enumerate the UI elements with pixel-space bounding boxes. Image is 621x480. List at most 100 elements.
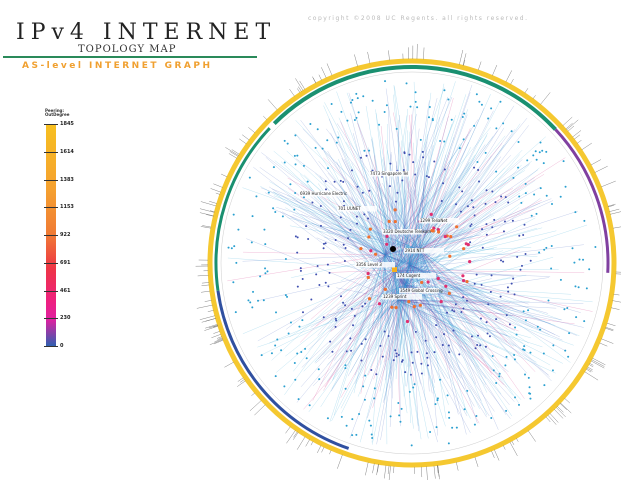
- as-node: [340, 110, 343, 113]
- country-label-mark: [254, 404, 266, 416]
- as-node: [468, 260, 472, 264]
- copyright: copyright ©2008 UC Regents. all rights r…: [308, 15, 529, 22]
- as-node: [293, 362, 296, 365]
- as-node: [443, 89, 446, 92]
- link: [409, 251, 472, 266]
- as-node: [259, 275, 262, 278]
- node-label-bg: [419, 218, 459, 224]
- node-label: 2914 NTT: [405, 248, 425, 253]
- link: [394, 108, 408, 271]
- as-node: [301, 311, 304, 314]
- as-node: [426, 356, 429, 359]
- as-node: [272, 207, 275, 210]
- as-node: [481, 246, 484, 249]
- as-node: [227, 246, 230, 249]
- as-node: [369, 249, 373, 253]
- as-node: [299, 269, 302, 272]
- as-node: [248, 176, 251, 179]
- as-node: [298, 325, 301, 328]
- as-node: [409, 373, 412, 376]
- country-label-mark: [267, 99, 278, 110]
- as-node: [365, 154, 368, 157]
- country-label-mark: [591, 359, 605, 367]
- as-node: [317, 368, 320, 371]
- country-label-mark: [478, 61, 482, 71]
- country-label-mark: [296, 436, 306, 450]
- as-node: [319, 224, 322, 227]
- legend-tick: [44, 151, 58, 153]
- as-node: [355, 116, 358, 119]
- country-label-mark: [204, 325, 219, 331]
- as-node: [310, 298, 313, 301]
- link: [397, 277, 550, 301]
- as-node: [276, 338, 279, 341]
- country-label-mark: [393, 466, 395, 474]
- as-node: [275, 311, 278, 314]
- country-label-mark: [615, 273, 621, 275]
- node-label-bg: [404, 248, 444, 254]
- as-node: [491, 354, 494, 357]
- country-label-mark: [509, 441, 518, 456]
- country-label-mark: [204, 300, 212, 302]
- link: [384, 196, 459, 256]
- as-node: [416, 350, 419, 353]
- as-node: [413, 383, 416, 386]
- country-label-mark: [317, 445, 322, 454]
- as-node: [559, 195, 562, 198]
- country-label-mark: [510, 78, 514, 85]
- as-node: [402, 168, 405, 171]
- as-node: [351, 99, 354, 102]
- as-node: [307, 238, 310, 241]
- as-node: [513, 293, 516, 296]
- link: [397, 299, 556, 374]
- link: [397, 129, 515, 301]
- country-label-mark: [295, 78, 304, 91]
- as-node: [443, 140, 446, 143]
- as-node: [264, 272, 267, 275]
- link: [317, 254, 386, 336]
- as-node: [434, 403, 437, 406]
- country-label-mark: [581, 142, 592, 150]
- as-node: [539, 141, 542, 144]
- as-node: [373, 397, 376, 400]
- as-node: [362, 95, 365, 98]
- link: [394, 269, 585, 273]
- country-label-mark: [601, 180, 616, 188]
- as-node: [410, 351, 413, 354]
- link: [394, 98, 438, 271]
- as-node: [366, 271, 370, 276]
- as-node: [390, 305, 394, 309]
- as-node: [334, 238, 337, 241]
- legend-title-line2: OutDegree: [45, 112, 70, 117]
- link: [394, 86, 421, 251]
- node-label-bg: [299, 191, 339, 197]
- country-label-mark: [605, 327, 614, 331]
- center-node: [390, 246, 396, 252]
- link: [404, 260, 476, 286]
- link: [382, 182, 421, 251]
- as-node: [235, 261, 238, 264]
- link: [384, 254, 435, 388]
- as-node: [491, 226, 494, 229]
- as-node: [441, 344, 444, 347]
- as-node: [349, 337, 352, 340]
- link: [314, 249, 421, 362]
- as-node: [286, 142, 289, 145]
- link: [384, 162, 451, 256]
- as-node: [542, 352, 545, 355]
- link: [357, 204, 421, 251]
- country-label-mark: [589, 363, 594, 366]
- country-label-mark: [249, 400, 262, 411]
- country-label-mark: [200, 226, 212, 229]
- node-label: 174 Cogent: [397, 273, 421, 278]
- as-node: [428, 106, 431, 109]
- link: [394, 269, 515, 277]
- as-node: [411, 361, 414, 364]
- as-node: [583, 219, 586, 222]
- as-node: [500, 259, 503, 262]
- as-node: [342, 200, 345, 203]
- as-node: [412, 304, 416, 309]
- as-node: [367, 217, 370, 220]
- as-node: [512, 277, 515, 280]
- as-node: [502, 260, 505, 263]
